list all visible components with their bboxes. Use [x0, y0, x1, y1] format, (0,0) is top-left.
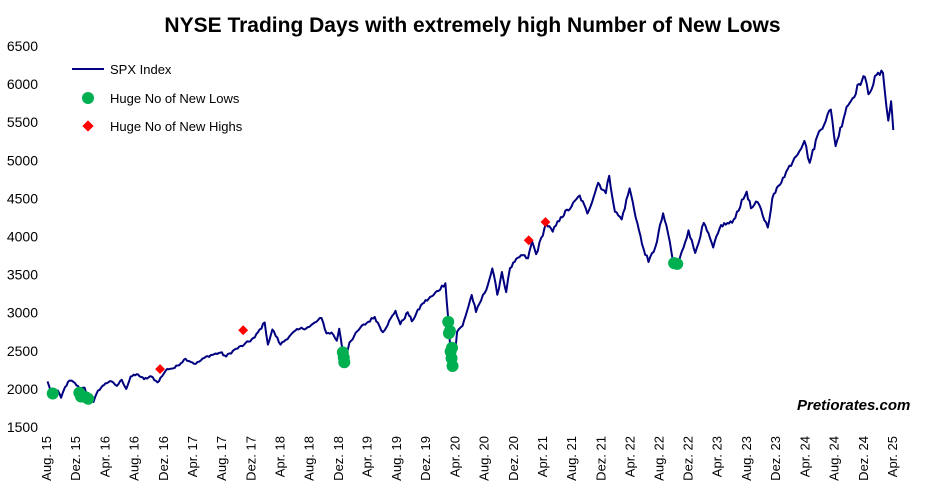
y-tick-label: 6500 — [7, 38, 38, 54]
x-tick-label: Dez. 20 — [506, 436, 521, 481]
spx-index-line — [46, 69, 895, 403]
x-tick-label: Aug. 21 — [564, 436, 579, 481]
x-tick-label: Dez. 19 — [418, 436, 433, 481]
x-tick-label: Aug. 19 — [389, 436, 404, 481]
y-tick-label: 2500 — [7, 343, 38, 359]
legend-label-new-highs: Huge No of New Highs — [110, 119, 243, 134]
y-tick-label: 5500 — [7, 114, 38, 130]
legend-swatch-new-highs — [82, 120, 94, 132]
x-tick-label: Aug. 16 — [127, 436, 142, 481]
x-tick-label: Apr. 24 — [797, 436, 812, 477]
x-tick-label: Apr. 17 — [185, 436, 200, 477]
x-tick-label: Aug. 20 — [477, 436, 492, 481]
x-tick-label: Aug. 17 — [214, 436, 229, 481]
x-tick-label: Aug. 24 — [827, 436, 842, 481]
x-tick-label: Dez. 24 — [856, 436, 871, 481]
new-high-marker — [540, 217, 551, 227]
plot-area — [46, 69, 895, 405]
x-tick-label: Apr. 23 — [710, 436, 725, 477]
y-tick-label: 3500 — [7, 267, 38, 283]
new-low-marker — [443, 324, 456, 337]
x-tick-label: Dez. 22 — [681, 436, 696, 481]
y-tick-label: 5000 — [7, 152, 38, 168]
x-tick-label: Dez. 16 — [156, 436, 171, 481]
chart-title: NYSE Trading Days with extremely high Nu… — [164, 14, 781, 37]
x-tick-label: Apr. 25 — [885, 436, 900, 477]
new-high-marker — [523, 235, 534, 246]
new-lows-markers — [46, 257, 684, 405]
x-tick-label: Aug. 23 — [739, 436, 754, 481]
new-low-marker — [46, 387, 59, 400]
y-tick-label: 3000 — [7, 305, 38, 321]
new-low-marker — [442, 315, 455, 328]
x-tick-label: Dez. 23 — [768, 436, 783, 481]
new-low-marker — [446, 360, 459, 373]
x-tick-label: Aug. 18 — [302, 436, 317, 481]
new-high-marker — [155, 364, 166, 375]
new-low-marker — [82, 392, 95, 405]
x-tick-label: Dez. 15 — [68, 436, 83, 481]
x-tick-label: Dez. 18 — [331, 436, 346, 481]
x-tick-label: Apr. 21 — [535, 436, 550, 477]
x-axis: Aug. 15 Dez. 15 Apr. 16 Aug. 16 Dez. 16 Apr. … — [39, 436, 900, 481]
x-tick-label: Apr. 20 — [447, 436, 462, 477]
y-axis: 1500 2000 2500 3000 3500 4000 4500 5000 5500 6000… — [7, 38, 38, 435]
legend-label-spx: SPX Index — [110, 62, 172, 77]
x-tick-label: Apr. 19 — [360, 436, 375, 477]
legend-label-new-lows: Huge No of New Lows — [110, 91, 240, 106]
new-low-marker — [338, 356, 351, 369]
x-tick-label: Aug. 15 — [39, 436, 54, 481]
y-tick-label: 2000 — [7, 381, 38, 397]
y-tick-label: 4500 — [7, 190, 38, 206]
y-tick-label: 1500 — [7, 419, 38, 435]
new-high-marker — [238, 325, 249, 336]
legend: SPX Index Huge No of New Lows Huge No of… — [72, 62, 243, 134]
x-tick-label: Apr. 22 — [622, 436, 637, 477]
new-highs-markers — [155, 217, 551, 375]
x-tick-label: Dez. 17 — [243, 436, 258, 481]
x-tick-label: Aug. 22 — [652, 436, 667, 481]
y-tick-label: 4000 — [7, 229, 38, 245]
x-tick-label: Dez. 21 — [593, 436, 608, 481]
watermark: Pretiorates.com — [797, 397, 911, 414]
y-tick-label: 6000 — [7, 76, 38, 92]
x-tick-label: Apr. 18 — [272, 436, 287, 477]
legend-swatch-new-lows — [82, 92, 94, 104]
new-low-marker — [671, 257, 684, 270]
x-tick-label: Apr. 16 — [97, 436, 112, 477]
new-low-marker — [446, 341, 459, 354]
